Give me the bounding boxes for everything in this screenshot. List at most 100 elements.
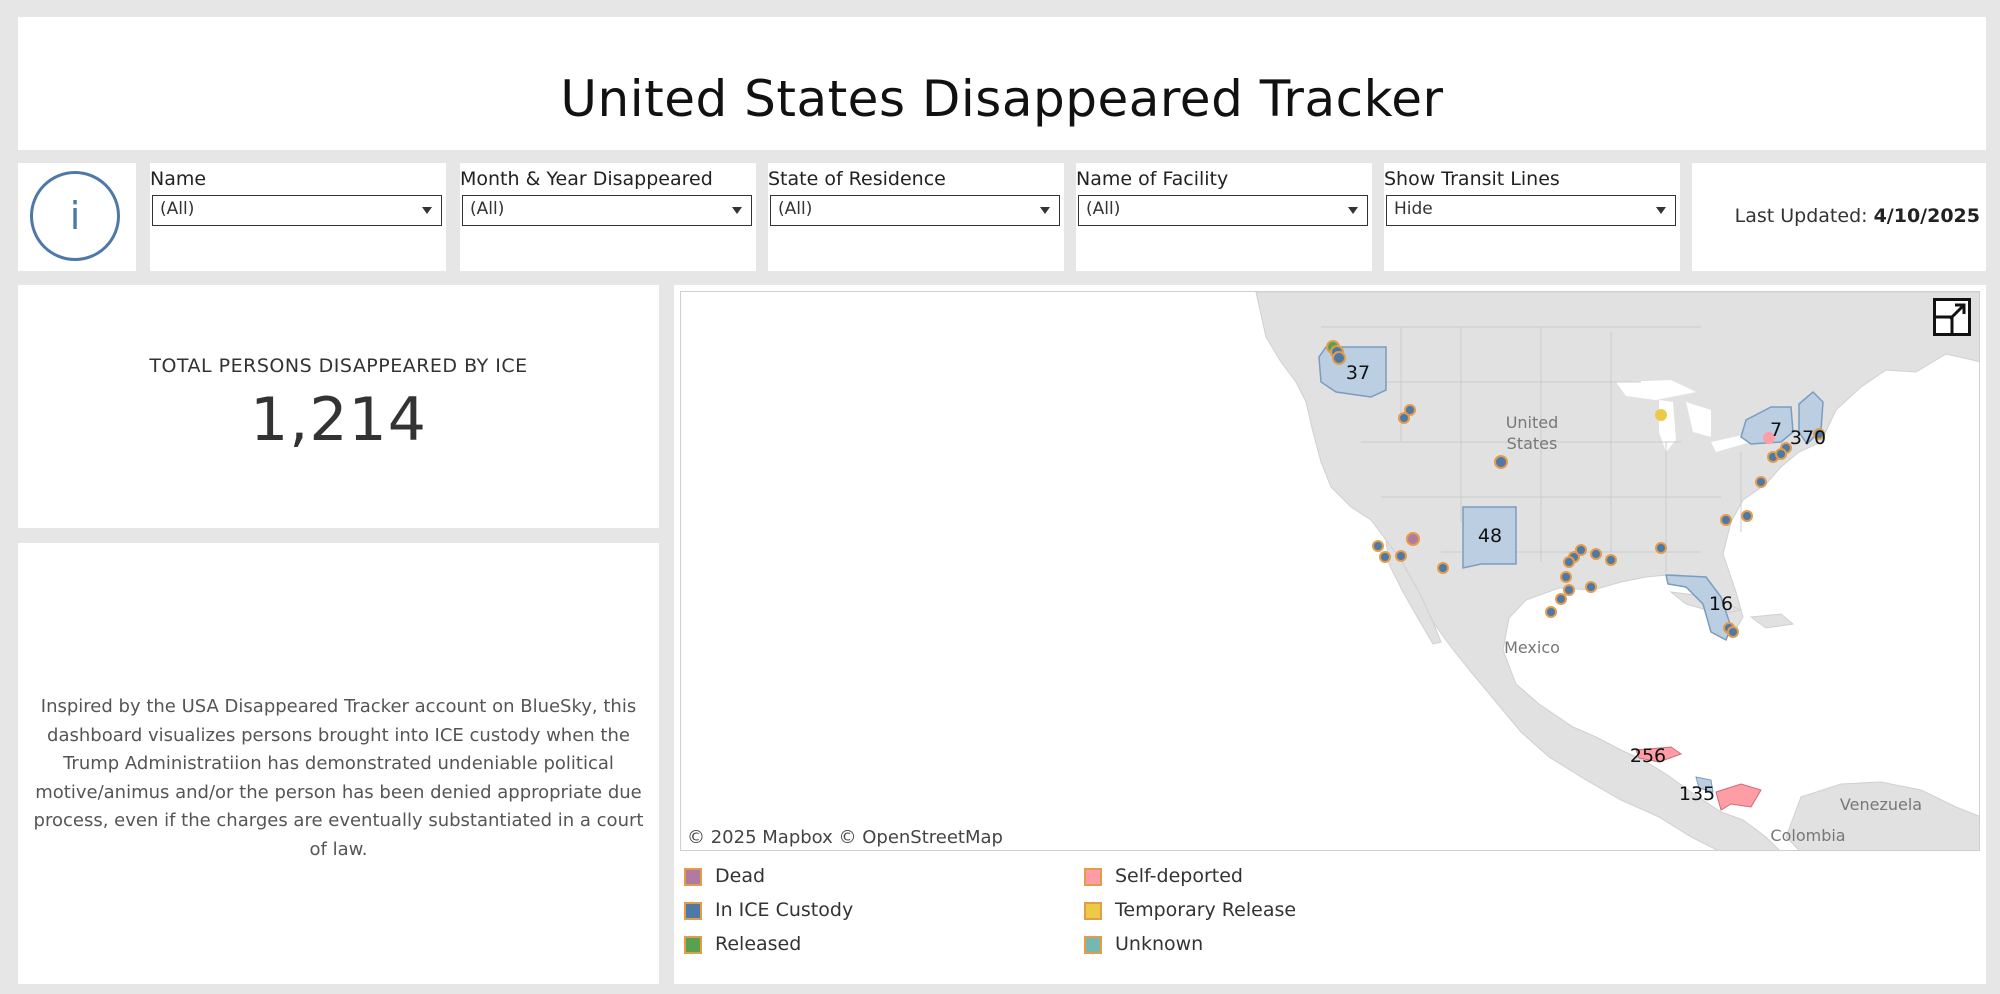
marker <box>1727 626 1739 638</box>
legend-label: In ICE Custody <box>715 899 854 921</box>
marker <box>1437 562 1449 574</box>
legend-label: Released <box>715 933 802 955</box>
filter-name-label: Name <box>150 168 207 190</box>
filter-transit-lines-dropdown[interactable]: Hide <box>1386 195 1676 226</box>
place-label-mexico: Mexico <box>1504 638 1560 657</box>
country-panama <box>1715 783 1762 811</box>
country-costa-rica <box>1695 776 1714 793</box>
last-updated-date: 4/10/2025 <box>1873 205 1980 227</box>
count-honduras: 256 <box>1630 745 1666 767</box>
total-label: TOTAL PERSONS DISAPPEARED BY ICE <box>149 355 528 377</box>
description-text: Inspired by the USA Disappeared Tracker … <box>33 696 644 860</box>
expand-icon[interactable] <box>1933 298 1971 336</box>
count-panama: 135 <box>1679 783 1715 805</box>
total-value: 1,214 <box>250 385 427 455</box>
count-florida: 16 <box>1709 593 1733 615</box>
legend-swatch <box>1084 902 1102 920</box>
filter-facility-dropdown[interactable]: (All) <box>1078 195 1368 226</box>
page-title: United States Disappeared Tracker <box>560 70 1444 128</box>
state-new-mexico <box>1462 506 1517 569</box>
marker <box>1398 412 1410 424</box>
marker <box>1404 404 1416 416</box>
map-canvas[interactable]: United States Mexico Venezuela Colombia <box>681 292 1980 851</box>
info-panel: i <box>18 163 136 271</box>
marker <box>1575 544 1587 556</box>
legend-swatch <box>684 936 702 954</box>
marker <box>1741 510 1753 522</box>
facility-markers <box>1326 340 1825 759</box>
marker <box>1590 548 1602 560</box>
state-florida <box>1665 574 1732 642</box>
filter-state-dropdown[interactable]: (All) <box>770 195 1060 226</box>
count-new-york: 7 <box>1770 419 1782 441</box>
marker <box>1813 428 1825 440</box>
title-panel: United States Disappeared Tracker <box>18 17 1986 150</box>
land-hispaniola <box>1749 613 1795 629</box>
filter-state-label: State of Residence <box>768 168 946 190</box>
filter-transit-lines-label: Show Transit Lines <box>1384 168 1560 190</box>
info-icon[interactable]: i <box>30 171 120 261</box>
last-updated: Last Updated: 4/10/2025 <box>1735 205 1980 227</box>
state-new-york <box>1740 406 1794 445</box>
marker <box>1560 571 1572 583</box>
filter-state: State of Residence (All) <box>768 163 1064 271</box>
land-south-america <box>1785 781 1979 850</box>
filter-transit-lines-value: Hide <box>1394 199 1433 219</box>
place-label-venezuela: Venezuela <box>1840 795 1922 814</box>
chevron-down-icon <box>1348 207 1358 214</box>
filter-state-value: (All) <box>778 199 813 219</box>
chevron-down-icon <box>422 207 432 214</box>
marker <box>1545 606 1557 618</box>
marker <box>1605 554 1617 566</box>
filter-transit-lines: Show Transit Lines Hide <box>1384 163 1680 271</box>
last-updated-panel: Last Updated: 4/10/2025 <box>1692 163 1986 271</box>
legend: Dead Self-deported In ICE Custody Tempor… <box>684 865 1384 975</box>
count-washington: 37 <box>1346 362 1370 384</box>
marker <box>1563 556 1575 568</box>
legend-label: Temporary Release <box>1115 899 1297 921</box>
marker <box>1585 581 1597 593</box>
legend-swatch <box>684 868 702 886</box>
legend-label: Self-deported <box>1115 865 1243 887</box>
count-new-england: 370 <box>1790 427 1826 449</box>
legend-label: Unknown <box>1115 933 1204 955</box>
marker <box>1379 551 1391 563</box>
marker-self-deported <box>1646 749 1656 759</box>
legend-label: Dead <box>715 865 766 887</box>
filter-month-year: Month & Year Disappeared (All) <box>460 163 756 271</box>
marker-temporary-release <box>1655 409 1667 421</box>
filter-facility-value: (All) <box>1086 199 1121 219</box>
chevron-down-icon <box>1656 207 1666 214</box>
marker <box>1720 514 1732 526</box>
chevron-down-icon <box>732 207 742 214</box>
filter-month-year-value: (All) <box>470 199 505 219</box>
marker <box>1655 542 1667 554</box>
filter-month-year-dropdown[interactable]: (All) <box>462 195 752 226</box>
legend-swatch <box>1084 936 1102 954</box>
filter-month-year-label: Month & Year Disappeared <box>460 168 713 190</box>
marker <box>1332 351 1346 365</box>
chevron-down-icon <box>1040 207 1050 214</box>
marker <box>1563 584 1575 596</box>
lake-huron <box>1686 402 1711 437</box>
last-updated-label: Last Updated: <box>1734 205 1874 227</box>
marker <box>1494 455 1508 469</box>
place-label-colombia: Colombia <box>1770 826 1845 845</box>
marker-self-deported <box>1763 432 1775 444</box>
marker-dead <box>1406 532 1420 546</box>
filter-name: Name (All) <box>150 163 446 271</box>
legend-swatch <box>684 902 702 920</box>
filter-facility-label: Name of Facility <box>1076 168 1229 190</box>
map-panel: United States Mexico Venezuela Colombia <box>674 285 1986 984</box>
total-panel: TOTAL PERSONS DISAPPEARED BY ICE 1,214 <box>18 285 659 528</box>
map[interactable]: United States Mexico Venezuela Colombia <box>680 291 1980 851</box>
filter-name-dropdown[interactable]: (All) <box>152 195 442 226</box>
place-label-us-2: States <box>1507 434 1558 453</box>
count-new-mexico: 48 <box>1478 525 1502 547</box>
land-baja <box>1385 538 1442 645</box>
lake-superior <box>1616 380 1696 400</box>
marker <box>1555 593 1567 605</box>
description-panel: Inspired by the USA Disappeared Tracker … <box>18 543 659 984</box>
map-attribution[interactable]: © 2025 Mapbox © OpenStreetMap <box>687 827 1003 848</box>
legend-swatch <box>1084 868 1102 886</box>
